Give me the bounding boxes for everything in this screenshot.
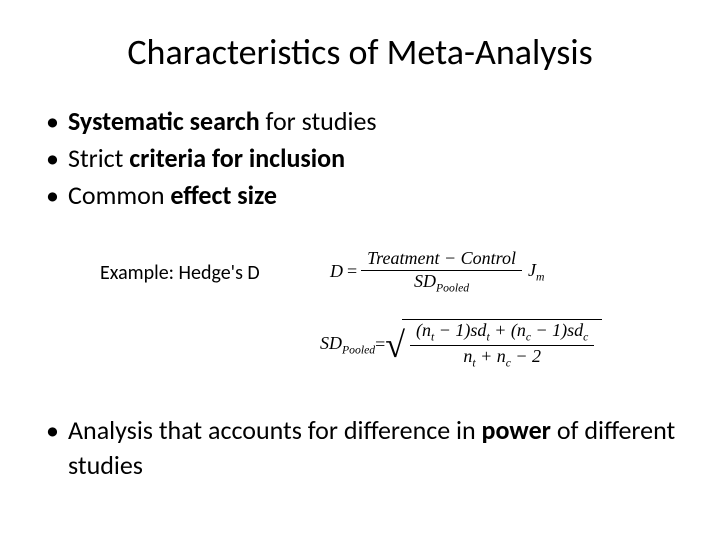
bullet-list-2: Analysis that accounts for difference in…: [40, 413, 680, 483]
formula2-fraction: (nt − 1)sdt + (nc − 1)sdc nt + nc − 2: [410, 320, 594, 370]
formula1-fraction: Treatment − Control SDPooled: [361, 248, 522, 295]
bullet-2: Strict criteria for inclusion: [40, 141, 680, 176]
formula2-num: (nt − 1)sdt + (nc − 1)sdc: [410, 320, 594, 345]
formula2-eq: =: [375, 334, 385, 355]
bullet-3-bold: effect size: [170, 179, 277, 211]
sqrt-wrap: √ (nt − 1)sdt + (nc − 1)sdc nt + nc − 2: [385, 319, 602, 370]
bullet-3-pre: Common: [68, 179, 170, 211]
bullet-4-bold: power: [482, 414, 551, 446]
formula1-den: SDPooled: [408, 271, 475, 296]
bullet-4: Analysis that accounts for difference in…: [40, 413, 680, 483]
formula2-den: nt + nc − 2: [457, 346, 547, 371]
sqrt-content: (nt − 1)sdt + (nc − 1)sdc nt + nc − 2: [402, 319, 602, 370]
bullet-4-pre: Analysis that accounts for difference in: [68, 414, 482, 446]
bullet-1-rest: for studies: [260, 105, 377, 137]
bullet-2-pre: Strict: [68, 142, 129, 174]
formula1-lhs: D: [330, 261, 343, 282]
formula1-eq: =: [347, 261, 357, 282]
formula-hedges-d: D = Treatment − Control SDPooled Jm: [330, 248, 602, 295]
bullet-3: Common effect size: [40, 178, 680, 213]
bullet-1-bold: Systematic search: [68, 105, 260, 137]
formula1-num: Treatment − Control: [361, 248, 522, 270]
formula-block: D = Treatment − Control SDPooled Jm SDPo…: [330, 248, 602, 370]
slide-title: Characteristics of Meta-Analysis: [40, 30, 680, 74]
formula2-lhs: SDPooled: [320, 333, 375, 357]
formula-sd-pooled: SDPooled = √ (nt − 1)sdt + (nc − 1)sdc n…: [320, 319, 602, 370]
bullet-list: Systematic search for studies Strict cri…: [40, 104, 680, 213]
bullet-1: Systematic search for studies: [40, 104, 680, 139]
bullet-2-bold: criteria for inclusion: [129, 142, 345, 174]
formula1-suffix: Jm: [528, 260, 544, 284]
